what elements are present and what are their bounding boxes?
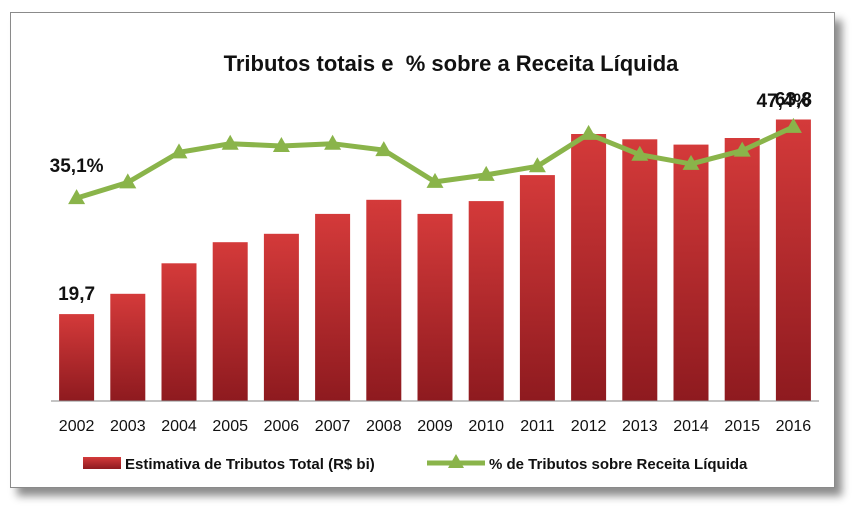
x-tick-label: 2003 — [110, 418, 146, 435]
pct-marker-2008 — [375, 141, 393, 157]
bar-2007 — [315, 213, 351, 401]
pct-marker-2013 — [631, 145, 649, 161]
pct-marker-2010 — [477, 165, 495, 181]
pct-value-label-first: 35,1% — [50, 156, 104, 177]
x-tick-label: 2009 — [417, 418, 453, 435]
pct-marker-2007 — [324, 134, 342, 150]
pct-marker-2009 — [426, 172, 444, 188]
chart-title: Tributos totais e % sobre a Receita Líqu… — [224, 51, 680, 76]
bar-2011 — [519, 175, 555, 401]
pct-marker-2005 — [221, 134, 239, 150]
legend-swatch-bar — [83, 457, 121, 469]
bar-2010 — [468, 201, 504, 401]
bar-2005 — [212, 242, 248, 401]
pct-marker-2016 — [784, 117, 802, 133]
pct-marker-2015 — [733, 141, 751, 157]
x-tick-label: 2010 — [468, 418, 504, 435]
pct-marker-2014 — [682, 154, 700, 170]
bar-2006 — [263, 233, 299, 401]
x-tick-label: 2013 — [622, 418, 658, 435]
pct-marker-2011 — [528, 157, 546, 173]
chart-frame: Tributos totais e % sobre a Receita Líqu… — [10, 12, 835, 488]
legend-marker-triangle — [448, 454, 464, 468]
legend-label-bar: Estimativa de Tributos Total (R$ bi) — [125, 456, 375, 473]
bar-2003 — [110, 293, 146, 401]
x-tick-label: 2006 — [264, 418, 300, 435]
bar-value-label-last: 63,8 — [775, 90, 812, 111]
bar-2009 — [417, 213, 453, 401]
bar-2015 — [724, 138, 760, 401]
bar-2012 — [571, 134, 607, 401]
x-tick-label: 2016 — [776, 418, 812, 435]
pct-marker-2006 — [272, 137, 290, 152]
bar-2013 — [622, 139, 658, 402]
x-tick-label: 2014 — [673, 418, 709, 435]
bar-2014 — [673, 144, 709, 401]
x-tick-label: 2005 — [212, 418, 248, 435]
bar-2008 — [366, 199, 402, 401]
x-tick-label: 2007 — [315, 418, 351, 435]
pct-marker-2002 — [68, 189, 86, 205]
legend-label-line: % de Tributos sobre Receita Líquida — [489, 456, 748, 473]
x-tick-label: 2015 — [724, 418, 760, 435]
x-tick-label: 2012 — [571, 418, 607, 435]
x-tick-label: 2004 — [161, 418, 197, 435]
bar-2002 — [59, 314, 95, 401]
bar-2016 — [775, 119, 811, 401]
pct-marker-2003 — [119, 173, 137, 189]
combo-chart: Tributos totais e % sobre a Receita Líqu… — [50, 51, 819, 473]
x-tick-label: 2008 — [366, 418, 402, 435]
x-tick-label: 2011 — [520, 418, 555, 435]
pct-marker-2004 — [170, 143, 188, 159]
legend: Estimativa de Tributos Total (R$ bi) % d… — [83, 454, 748, 473]
pct-value-label-last: 47,4% — [756, 91, 810, 112]
bar-2004 — [161, 263, 197, 401]
x-tick-label: 2002 — [59, 418, 95, 435]
pct-marker-2012 — [580, 124, 598, 140]
bar-value-label-first: 19,7 — [58, 284, 95, 305]
